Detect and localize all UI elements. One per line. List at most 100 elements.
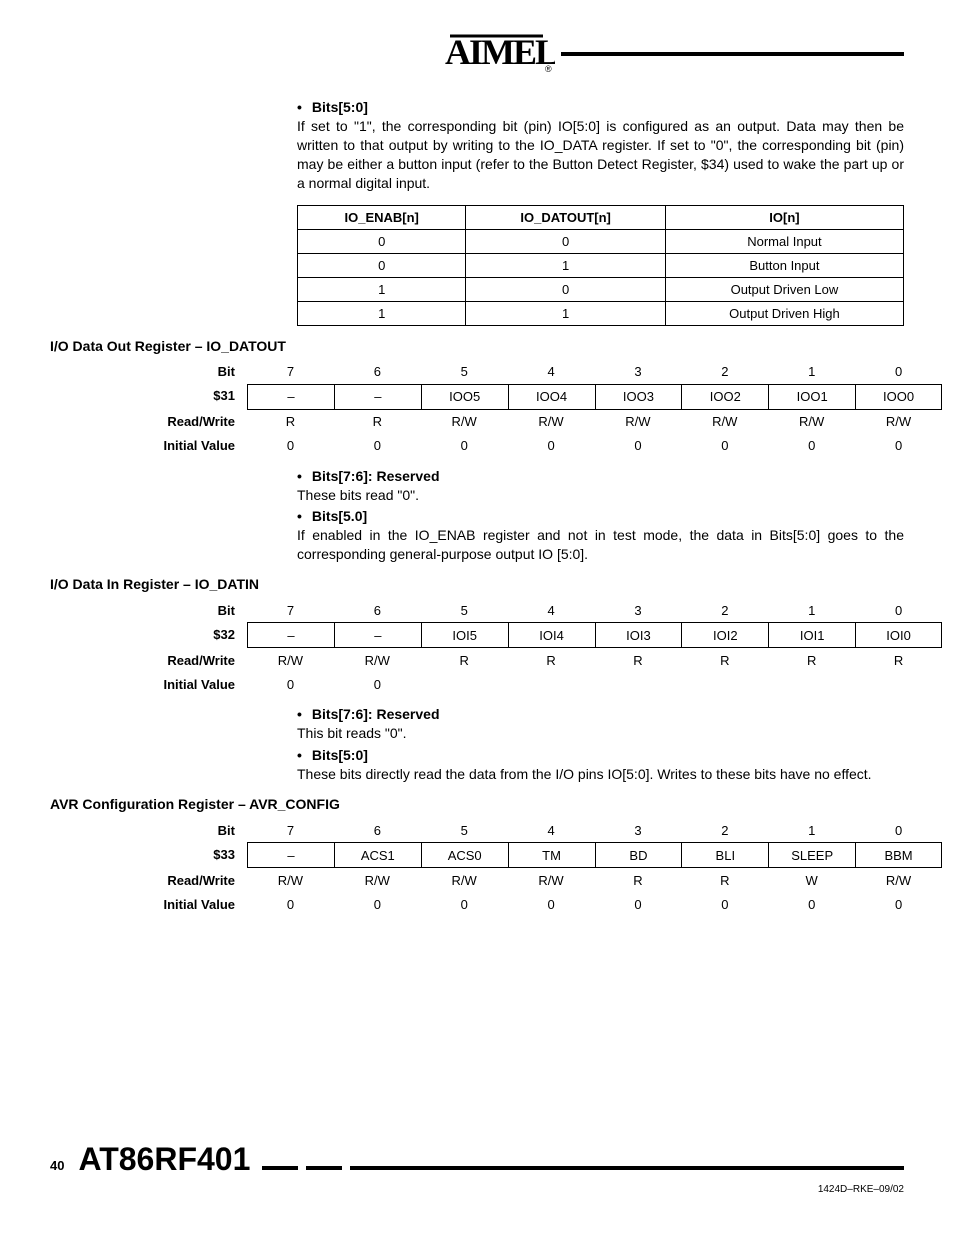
bit-rw: R	[508, 648, 595, 672]
bit-num: 6	[334, 360, 421, 384]
bit-name: –	[247, 842, 334, 868]
th-ioenab: IO_ENAB[n]	[298, 205, 466, 229]
bit-name: IOO2	[681, 384, 768, 410]
bit-iv: 0	[247, 672, 334, 696]
reg2-title: I/O Data In Register – IO_DATIN	[50, 576, 904, 592]
bit-iv: 0	[768, 434, 855, 458]
chip-name: AT86RF401	[78, 1141, 250, 1178]
reg1-bullet2: Bits[5.0]	[297, 508, 904, 524]
bit-iv: 0	[247, 434, 334, 458]
bit-name: TM	[508, 842, 595, 868]
bit-name: IOI3	[595, 622, 682, 648]
bit-name: IOO5	[421, 384, 508, 410]
truth-cell: 1	[466, 301, 665, 325]
reg1-para1: These bits read "0".	[297, 486, 904, 505]
bit-rw: R/W	[421, 410, 508, 434]
bit-num: 3	[595, 360, 682, 384]
reg2-bullet2: Bits[5:0]	[297, 747, 904, 763]
bit-rw: R/W	[508, 410, 595, 434]
bit-name: IOO0	[855, 384, 942, 410]
atmel-logo: AIMEL ®	[445, 30, 555, 77]
bit-num: 1	[768, 818, 855, 842]
bit-num: 3	[595, 818, 682, 842]
bit-num: 7	[247, 598, 334, 622]
bit-name: BD	[595, 842, 682, 868]
bit-iv	[421, 672, 508, 696]
reg1-title: I/O Data Out Register – IO_DATOUT	[50, 338, 904, 354]
bit-rw: R/W	[681, 410, 768, 434]
label-rw: Read/Write	[97, 868, 247, 892]
bit-num: 0	[855, 360, 942, 384]
label-bit: Bit	[97, 360, 247, 384]
bit-rw: R/W	[334, 648, 421, 672]
bit-iv	[855, 672, 942, 696]
bit-iv: 0	[247, 892, 334, 916]
bit-iv: 0	[681, 434, 768, 458]
label-iv: Initial Value	[97, 434, 247, 458]
bit-rw: R	[247, 410, 334, 434]
bit-iv: 0	[334, 672, 421, 696]
bit-num: 0	[855, 818, 942, 842]
bit-num: 0	[855, 598, 942, 622]
truth-cell: Output Driven High	[665, 301, 903, 325]
reg3-block: Bit 7 6 5 4 3 2 1 0 $33 – ACS1 ACS0 TM B…	[97, 818, 904, 916]
bit-name: IOI5	[421, 622, 508, 648]
header-rule	[561, 52, 904, 56]
truth-cell: 1	[466, 253, 665, 277]
footer: 40 AT86RF401 1424D–RKE–09/02	[50, 1141, 904, 1195]
bit-num: 7	[247, 360, 334, 384]
truth-cell: Output Driven Low	[665, 277, 903, 301]
bit-name: SLEEP	[768, 842, 855, 868]
bit-iv: 0	[421, 434, 508, 458]
bit-rw: R/W	[855, 868, 942, 892]
bit-num: 1	[768, 360, 855, 384]
label-iv: Initial Value	[97, 672, 247, 696]
bit-iv: 0	[334, 434, 421, 458]
svg-text:AIMEL: AIMEL	[445, 32, 555, 72]
label-addr: $31	[97, 384, 247, 408]
bit-name: –	[247, 622, 334, 648]
bit-rw: R	[595, 868, 682, 892]
reg1-block: Bit 7 6 5 4 3 2 1 0 $31 – – IOO5 IOO4 IO…	[97, 360, 904, 458]
reg2-block: Bit 7 6 5 4 3 2 1 0 $32 – – IOI5 IOI4 IO…	[97, 598, 904, 696]
bit-iv: 0	[855, 434, 942, 458]
bit-iv	[681, 672, 768, 696]
bit-num: 5	[421, 818, 508, 842]
bit-num: 7	[247, 818, 334, 842]
bit-name: IOO3	[595, 384, 682, 410]
reg1-para2: If enabled in the IO_ENAB register and n…	[297, 526, 904, 564]
bit-num: 5	[421, 360, 508, 384]
label-addr: $32	[97, 622, 247, 646]
bit-name: BLI	[681, 842, 768, 868]
bit-num: 2	[681, 818, 768, 842]
reg3-title: AVR Configuration Register – AVR_CONFIG	[50, 796, 904, 812]
bit-name: ACS1	[334, 842, 421, 868]
bullet-bits50: Bits[5:0]	[297, 99, 904, 115]
bit-name: IOI4	[508, 622, 595, 648]
bit-iv: 0	[595, 892, 682, 916]
label-rw: Read/Write	[97, 648, 247, 672]
bit-num: 4	[508, 360, 595, 384]
reg1-bullet1: Bits[7:6]: Reserved	[297, 468, 904, 484]
svg-text:®: ®	[545, 64, 552, 74]
truth-cell: 1	[298, 301, 466, 325]
bit-iv: 0	[334, 892, 421, 916]
bit-rw: R/W	[247, 648, 334, 672]
truth-cell: 0	[298, 229, 466, 253]
footer-dashes	[262, 1166, 904, 1170]
bit-num: 1	[768, 598, 855, 622]
truth-cell: Button Input	[665, 253, 903, 277]
bit-name: –	[334, 384, 421, 410]
header: AIMEL ®	[50, 30, 904, 77]
bit-num: 4	[508, 818, 595, 842]
reg2-para2: These bits directly read the data from t…	[297, 765, 904, 784]
truth-cell: 0	[466, 229, 665, 253]
bit-rw: W	[768, 868, 855, 892]
bit-iv: 0	[508, 892, 595, 916]
truth-table: IO_ENAB[n] IO_DATOUT[n] IO[n] 00Normal I…	[297, 205, 904, 326]
bit-num: 3	[595, 598, 682, 622]
bit-rw: R	[595, 648, 682, 672]
bit-name: –	[247, 384, 334, 410]
bit-name: IOO4	[508, 384, 595, 410]
label-iv: Initial Value	[97, 892, 247, 916]
